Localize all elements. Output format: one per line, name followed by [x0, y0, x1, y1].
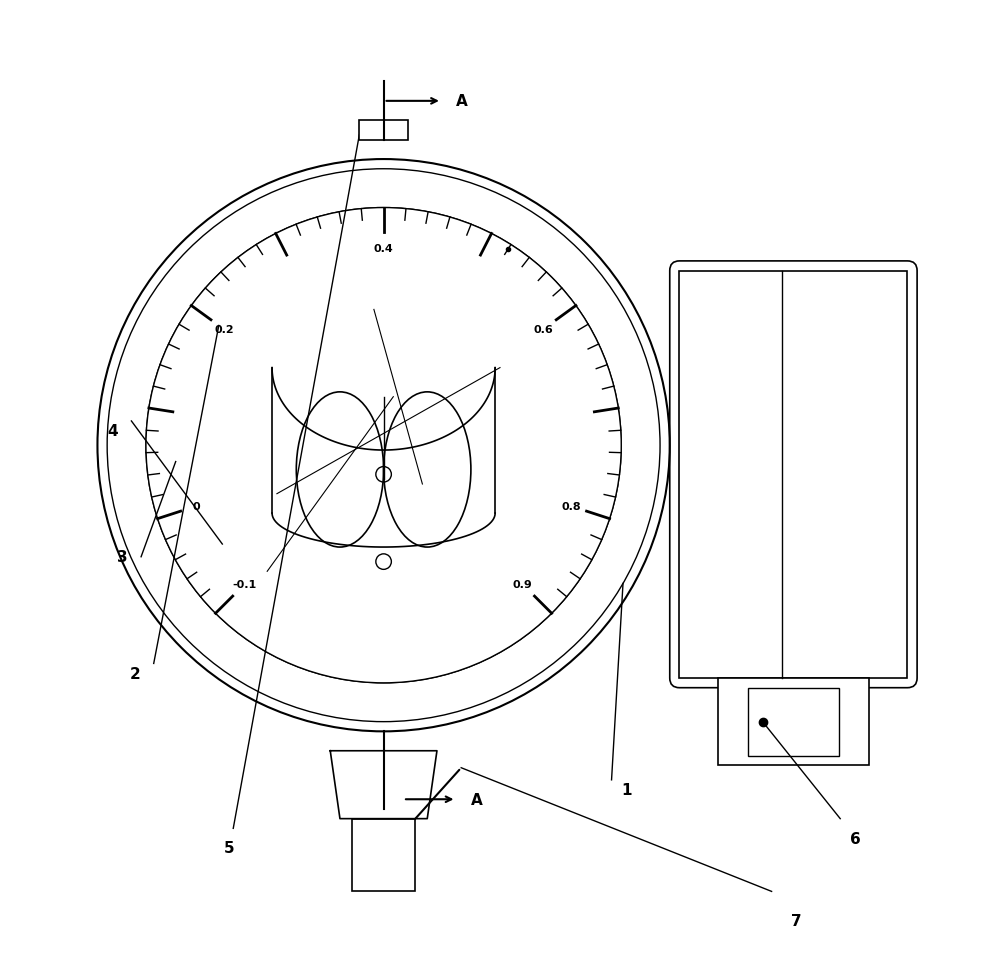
- Text: 5: 5: [224, 840, 234, 856]
- Text: 6: 6: [850, 830, 861, 846]
- Bar: [718, 678, 869, 766]
- Bar: [748, 688, 839, 756]
- Text: 0.2: 0.2: [214, 326, 234, 335]
- Bar: [352, 819, 415, 891]
- Circle shape: [146, 208, 621, 683]
- Text: 7: 7: [791, 913, 802, 928]
- Text: A: A: [471, 792, 483, 807]
- Text: 1: 1: [621, 782, 632, 797]
- Text: 3: 3: [117, 549, 127, 565]
- Text: 0.6: 0.6: [533, 326, 553, 335]
- Text: 0.4: 0.4: [374, 244, 393, 254]
- Text: -0.1: -0.1: [232, 579, 256, 590]
- Text: 4: 4: [107, 423, 118, 439]
- Text: 2: 2: [129, 666, 140, 681]
- Text: 0: 0: [193, 502, 200, 512]
- Text: 0.8: 0.8: [561, 502, 581, 512]
- Bar: [359, 121, 408, 141]
- Text: A: A: [456, 94, 468, 109]
- Bar: [679, 271, 907, 678]
- Text: 0.9: 0.9: [513, 579, 533, 590]
